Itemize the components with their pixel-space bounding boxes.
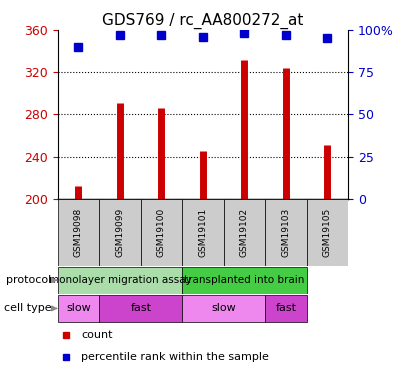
Text: GSM19102: GSM19102 [240,208,249,257]
Text: GSM19105: GSM19105 [323,208,332,257]
Text: protocol: protocol [6,275,51,285]
Bar [182,295,265,322]
Bar [99,295,182,322]
Text: GSM19098: GSM19098 [74,208,83,257]
Text: cell type: cell type [4,303,51,313]
Bar [58,267,182,294]
Bar [265,295,307,322]
Text: monolayer migration assay: monolayer migration assay [49,275,191,285]
Text: count: count [81,330,113,340]
Bar [99,199,141,266]
Text: GSM19099: GSM19099 [115,208,125,257]
Text: slow: slow [66,303,91,313]
Text: transplanted into brain: transplanted into brain [184,275,305,285]
Bar [182,267,307,294]
Text: fast: fast [275,303,297,313]
Bar [58,199,99,266]
Text: GSM19100: GSM19100 [157,208,166,257]
Bar [307,199,348,266]
Bar [58,295,99,322]
Bar [265,199,307,266]
Text: percentile rank within the sample: percentile rank within the sample [81,352,269,362]
Text: slow: slow [211,303,236,313]
Title: GDS769 / rc_AA800272_at: GDS769 / rc_AA800272_at [102,12,304,28]
Bar [182,199,224,266]
Text: GSM19101: GSM19101 [199,208,207,257]
Text: fast: fast [130,303,151,313]
Text: GSM19103: GSM19103 [281,208,291,257]
Bar [224,199,265,266]
Bar [141,199,182,266]
